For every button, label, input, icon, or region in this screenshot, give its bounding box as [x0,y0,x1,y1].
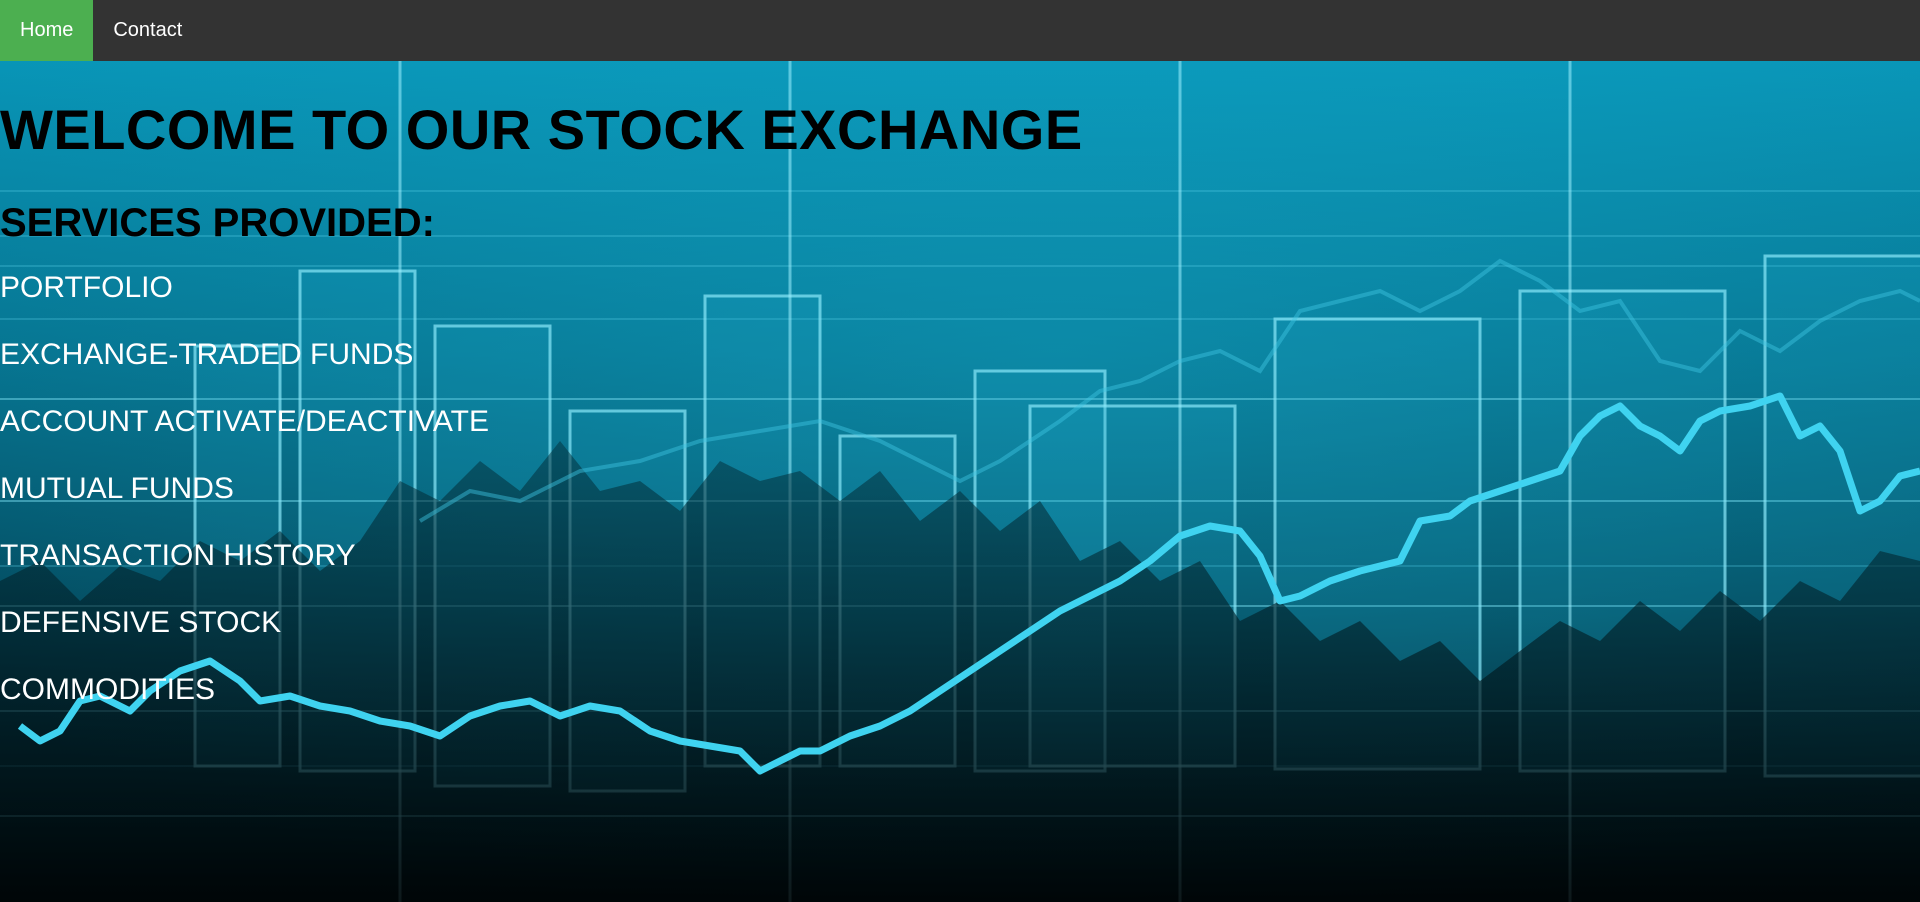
services-list: PORTFOLIO EXCHANGE-TRADED FUNDS ACCOUNT … [0,271,489,723]
service-item-account: ACCOUNT ACTIVATE/DEACTIVATE [0,405,489,438]
service-item-defensive-stock: DEFENSIVE STOCK [0,606,282,639]
stock-chart-background-image [0,61,1920,902]
hero-banner: WELCOME TO OUR STOCK EXCHANGE SERVICES P… [0,61,1920,902]
service-item-transaction-history: TRANSACTION HISTORY [0,539,356,572]
service-item-etf: EXCHANGE-TRADED FUNDS [0,338,414,371]
nav-contact-link[interactable]: Contact [113,19,183,41]
nav-home-link[interactable]: Home [0,0,94,61]
services-heading: SERVICES PROVIDED: [0,201,435,245]
top-navbar: Home Contact [0,0,1920,61]
service-item-commodities: COMMODITIES [0,673,215,706]
page-title: WELCOME TO OUR STOCK EXCHANGE [0,98,1083,161]
service-item-portfolio: PORTFOLIO [0,271,173,304]
service-item-mutual-funds: MUTUAL FUNDS [0,472,234,505]
